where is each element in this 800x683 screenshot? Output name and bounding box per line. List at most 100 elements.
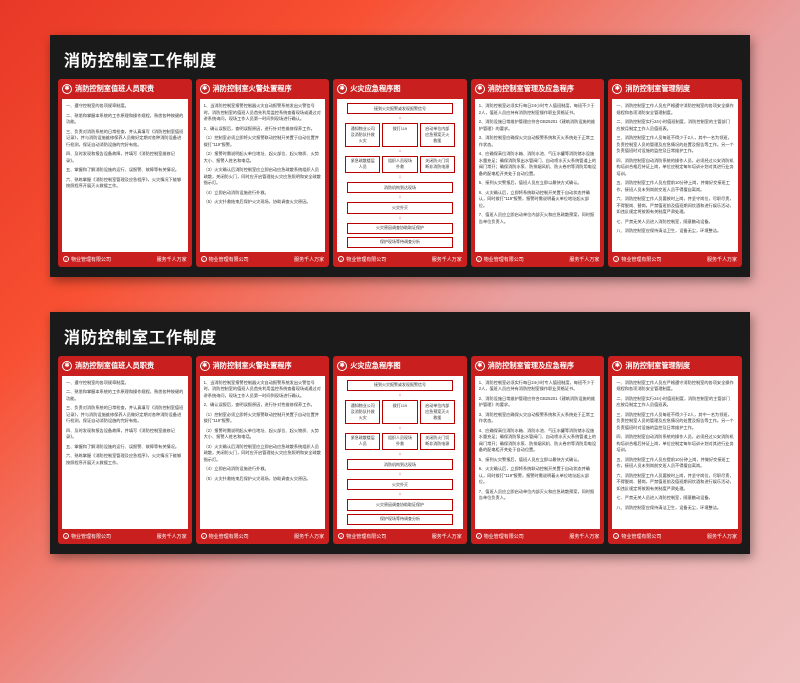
flow-node: 拨打119 bbox=[382, 400, 417, 424]
fire-icon: ✱ bbox=[475, 361, 485, 371]
panel: ✱ 消防控制室管理制度 一、消防控制室工作人员应严格遵守消防控制室的各项安全操作… bbox=[608, 79, 742, 267]
flow-node: 拨打119 bbox=[382, 123, 417, 147]
panel-title: 消防控制室值班人员职责 bbox=[75, 362, 154, 369]
panel-header: ✱ 消防控制室值班人员职责 bbox=[58, 356, 192, 376]
panel-title: 消防控制室管理制度 bbox=[625, 362, 690, 369]
flow-node: 启动单位内部应急预案灭火救援 bbox=[420, 123, 455, 147]
footer-slogan: 服务千人万家 bbox=[569, 533, 599, 540]
panel-header: ✱ 消防控制室管理及应急程序 bbox=[471, 79, 605, 99]
footer-slogan: 服务千人万家 bbox=[294, 533, 324, 540]
body-line: 四、及时发现和报告设备故障，并填写《消防控制室维修记录》。 bbox=[66, 151, 184, 164]
body-line: 七、严禁无关人员进入消防控制室，随意触动设备。 bbox=[616, 219, 734, 226]
footer-company: 物业管理有限公司 bbox=[346, 533, 386, 540]
panel-title: 消防控制室管理及应急程序 bbox=[488, 362, 574, 369]
panel-footer: ✓物业管理有限公司 服务千人万家 bbox=[333, 252, 467, 267]
body-line: 6、火灾确认后，立即将系统联动控制开关置于自动状态并确认，同时拨打"119"报警… bbox=[479, 466, 597, 486]
body-line: 一、遵守控制室的各项规章制度。 bbox=[66, 380, 184, 387]
footer-slogan: 服务千人万家 bbox=[707, 533, 737, 540]
body-line: 三、消防控制室工作人员每班不得少于2人，其中一名为领班，负责控制室人员的管理及应… bbox=[616, 412, 734, 432]
logo-icon: ✓ bbox=[63, 256, 69, 262]
body-line: 二、消防控制室实行24小时值班制度，消防控制室的主管部门应按月制定工作人员值班表… bbox=[616, 396, 734, 409]
panel: ✱ 消防控制室火警处置程序 1、当消防控制室报警控制器火灾自动报警系统发出火警信… bbox=[196, 79, 330, 267]
fire-icon: ✱ bbox=[62, 84, 72, 94]
panels-row: ✱ 消防控制室值班人员职责 一、遵守控制室的各项规章制度。二、熟悉和掌握本系统的… bbox=[58, 79, 742, 267]
flow-node: 启动单位内部应急预案灭火救援 bbox=[420, 400, 455, 424]
flow-node: 火灾原因调查协助取证保护 bbox=[347, 499, 453, 510]
logo-icon: ✓ bbox=[476, 256, 482, 262]
panel-header: ✱ 消防控制室值班人员职责 bbox=[58, 79, 192, 99]
fire-icon: ✱ bbox=[475, 84, 485, 94]
panel-body: 1、当消防控制室报警控制器火灾自动报警系统发出火警信号时，消防控制室的值班人员首… bbox=[200, 99, 326, 252]
logo-icon: ✓ bbox=[613, 533, 619, 539]
fire-icon: ✱ bbox=[612, 84, 622, 94]
panel-title: 消防控制室值班人员职责 bbox=[75, 85, 154, 92]
panel-footer: ✓物业管理有限公司 服务千人万家 bbox=[58, 252, 192, 267]
panels-row: ✱ 消防控制室值班人员职责 一、遵守控制室的各项规章制度。二、熟悉和掌握本系统的… bbox=[58, 356, 742, 544]
body-line: 一、消防控制室工作人员应严格遵守消防控制室的各项安全操作规程和各项消防安全管理制… bbox=[616, 103, 734, 116]
body-line: 2、确认误报后，查明误报原因，进行针对性维修保养工作。 bbox=[204, 126, 322, 133]
panel-body: 1、消防控制室必须实行每日24小时专人值班制度，每班不少于2人，值班人员应持有消… bbox=[475, 376, 601, 529]
panel-header: ✱ 火灾应急程序图 bbox=[333, 79, 467, 99]
body-line: 7、值班人员应立即启动单位内部灭火和应急疏散预案，同时报告单位负责人。 bbox=[479, 212, 597, 225]
footer-slogan: 服务千人万家 bbox=[707, 256, 737, 263]
footer-company: 物业管理有限公司 bbox=[71, 256, 111, 263]
panel: ✱ 火灾应急程序图 接到火灾报警或发现报警信号 ↓ 通知物业公司及消防队扑救火灾… bbox=[333, 79, 467, 267]
body-line: （4）立即启动消防设施进行扑救。 bbox=[204, 190, 322, 197]
flow-node: 关闭防火门切断非消防电源 bbox=[420, 433, 455, 450]
body-line: 3、消防控制室应确保火灾自动报警系统和灭火系统处于正常工作状态。 bbox=[479, 135, 597, 148]
body-line: 6、火灾确认后，立即将系统联动控制开关置于自动状态并确认，同时拨打"119"报警… bbox=[479, 190, 597, 210]
body-line: 五、消防控制室工作人员应提前10分钟上岗，并做好交接班工作，接班人员未到岗前交班… bbox=[616, 180, 734, 193]
panel-footer: ✓物业管理有限公司 服务千人万家 bbox=[471, 529, 605, 544]
body-line: 五、消防控制室工作人员应提前10分钟上岗，并做好交接班工作，接班人员未到岗前交班… bbox=[616, 457, 734, 470]
flow-node: 组织人员现场扑救 bbox=[382, 156, 417, 173]
panel-title: 消防控制室管理及应急程序 bbox=[488, 85, 574, 92]
logo-icon: ✓ bbox=[613, 256, 619, 262]
body-line: （2）报警时需说明起火单位地址、起火部位、起火物质、火势大小、报警人姓名和电话。 bbox=[204, 428, 322, 441]
footer-company: 物业管理有限公司 bbox=[621, 256, 661, 263]
footer-slogan: 服务千人万家 bbox=[157, 256, 187, 263]
panel-body: 一、遵守控制室的各项规章制度。二、熟悉和掌握本系统的工作原理和操作规程，熟悉各种… bbox=[62, 99, 188, 252]
panel-title: 消防控制室火警处置程序 bbox=[213, 362, 292, 369]
panel-body: 一、遵守控制室的各项规章制度。二、熟悉和掌握本系统的工作原理和操作规程，熟悉各种… bbox=[62, 376, 188, 529]
body-line: 一、遵守控制室的各项规章制度。 bbox=[66, 103, 184, 110]
body-line: 2、确认误报后，查明误报原因，进行针对性维修保养工作。 bbox=[204, 402, 322, 409]
flow-node: 火灾原因调查协助取证保护 bbox=[347, 223, 453, 234]
body-line: 三、负责对消防系统的日常检查，并认真填写《消防控制室值班记录》，并与消防设施维修… bbox=[66, 405, 184, 425]
footer-slogan: 服务千人万家 bbox=[569, 256, 599, 263]
body-line: 六、熟练掌握《消防控制室管理及应急程序》，火灾情况下能够按照程序开展灭火救援工作… bbox=[66, 177, 184, 190]
body-line: 二、熟悉和掌握本系统的工作原理和操作规程，熟悉各种按键的功能。 bbox=[66, 113, 184, 126]
body-line: 三、负责对消防系统的日常检查，并认真填写《消防控制室值班记录》，并与消防设施维修… bbox=[66, 129, 184, 149]
flow-node: 紧急疏散楼层人员 bbox=[345, 433, 380, 450]
body-line: 七、严禁无关人员进入消防控制室，随意触动设备。 bbox=[616, 495, 734, 502]
panel-header: ✱ 消防控制室管理制度 bbox=[608, 356, 742, 376]
panel-footer: ✓物业管理有限公司 服务千人万家 bbox=[196, 252, 330, 267]
panel-header: ✱ 消防控制室管理制度 bbox=[608, 79, 742, 99]
body-line: 四、消防控制室自动消防系统的操作人员，必须经过公安消防机构培训合格后持证上岗，单… bbox=[616, 158, 734, 178]
flow-node: 保护现场等待调查分析 bbox=[347, 237, 453, 248]
poster-set: 消防控制室工作制度 ✱ 消防控制室值班人员职责 一、遵守控制室的各项规章制度。二… bbox=[50, 312, 750, 554]
footer-company: 物业管理有限公司 bbox=[209, 533, 249, 540]
panel-footer: ✓物业管理有限公司 服务千人万家 bbox=[471, 252, 605, 267]
body-line: 八、消防控制室应保持清洁卫生，设备无尘，环境整洁。 bbox=[616, 505, 734, 512]
body-line: 7、值班人员应立即启动单位内部灭火和应急疏散预案，同时报告单位负责人。 bbox=[479, 489, 597, 502]
flow-node: 接到火灾报警或发现报警信号 bbox=[347, 380, 453, 391]
body-line: 四、及时发现和报告设备故障，并填写《消防控制室维修记录》。 bbox=[66, 428, 184, 441]
body-line: 三、消防控制室工作人员每班不得少于2人，其中一名为领班，负责控制室人员的管理及应… bbox=[616, 135, 734, 155]
body-line: （5）火灾扑救结束后保护火灾现场，协助调查火灾原因。 bbox=[204, 199, 322, 206]
body-line: 五、掌握和了解消防设施的运行、误报警、故障等有关情况。 bbox=[66, 444, 184, 451]
fire-icon: ✱ bbox=[612, 361, 622, 371]
panel-footer: ✓物业管理有限公司 服务千人万家 bbox=[608, 252, 742, 267]
flow-node: 通知物业公司及消防队扑救火灾 bbox=[345, 123, 380, 147]
panel-footer: ✓物业管理有限公司 服务千人万家 bbox=[333, 529, 467, 544]
body-line: （3）火灾确认后消防控制室应立即启动应急疏散系统组织人员疏散，关闭防火门，同时应… bbox=[204, 167, 322, 187]
fire-icon: ✱ bbox=[62, 361, 72, 371]
flow-node: 紧急疏散楼层人员 bbox=[345, 156, 380, 173]
flow-node: 火灾扑灭 bbox=[347, 202, 453, 213]
footer-slogan: 服务千人万家 bbox=[157, 533, 187, 540]
body-line: 五、掌握和了解消防设施的运行、误报警、故障等有关情况。 bbox=[66, 167, 184, 174]
main-title: 消防控制室工作制度 bbox=[58, 322, 742, 356]
body-line: 1、消防控制室必须实行每日24小时专人值班制度，每班不少于2人，值班人员应持有消… bbox=[479, 103, 597, 116]
body-line: 二、消防控制室实行24小时值班制度，消防控制室的主管部门应按月制定工作人员值班表… bbox=[616, 119, 734, 132]
fire-icon: ✱ bbox=[200, 361, 210, 371]
panel-title: 消防控制室火警处置程序 bbox=[213, 85, 292, 92]
